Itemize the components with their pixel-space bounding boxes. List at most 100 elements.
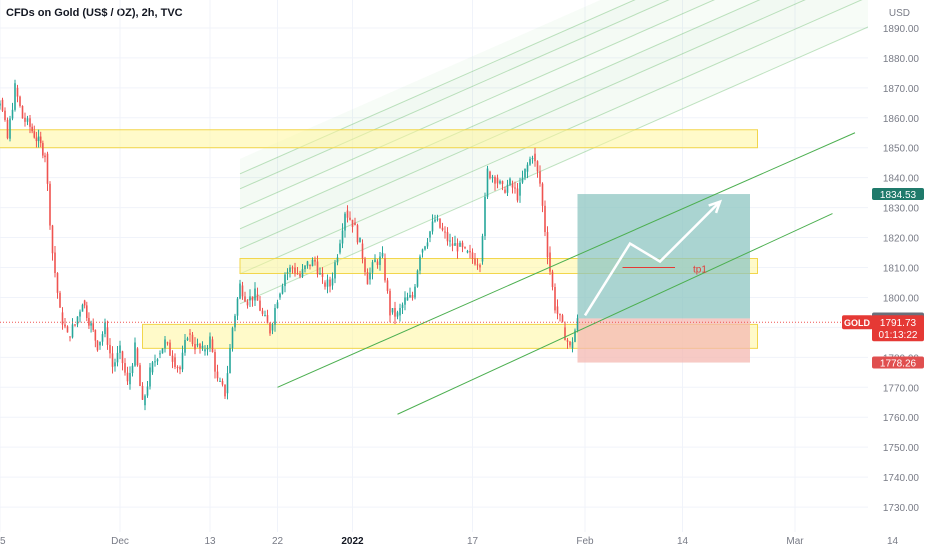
candle-body <box>376 261 379 265</box>
candle-body <box>169 342 171 356</box>
candle-body <box>546 232 549 258</box>
candle-body <box>456 243 459 252</box>
candle-body <box>411 295 414 298</box>
price-tick-label: 1820.00 <box>883 234 920 245</box>
candle-body <box>106 327 109 345</box>
candle-body <box>439 218 441 228</box>
candle-body <box>351 219 354 227</box>
candle-body <box>214 352 216 372</box>
candle-body <box>19 96 21 106</box>
candle-body <box>0 103 1 106</box>
candle-body <box>344 213 346 231</box>
fib-line <box>239 0 761 230</box>
candle-body <box>419 256 421 271</box>
candle-body <box>361 243 364 259</box>
projection-path <box>583 200 721 317</box>
candle-body <box>516 188 519 201</box>
candle-body <box>474 258 476 265</box>
candle-body <box>111 353 114 367</box>
candle-body <box>59 292 61 308</box>
candle-body <box>464 247 466 249</box>
candle-body <box>531 158 534 160</box>
candle-body <box>196 343 199 346</box>
candle-body <box>316 261 319 275</box>
candle-body <box>114 362 116 367</box>
candle-body <box>201 345 204 349</box>
candle-body <box>429 231 431 238</box>
price-tick-label: 1730.00 <box>883 503 920 514</box>
candle-body <box>81 304 84 312</box>
candle-body <box>154 361 156 363</box>
candle-body <box>176 366 179 368</box>
candle-body <box>206 347 209 350</box>
candle-body <box>296 273 299 275</box>
candle-body <box>239 283 241 299</box>
candle-body <box>309 264 311 267</box>
candle-body <box>109 344 111 354</box>
candle-body <box>286 271 289 274</box>
candle-body <box>209 336 211 348</box>
candle-body <box>279 293 281 298</box>
candle-body <box>241 285 244 297</box>
candle-body <box>31 126 33 132</box>
candle-body <box>386 280 389 291</box>
time-axis-bg <box>0 532 932 550</box>
candle-body <box>1 99 4 111</box>
fib-band <box>240 0 760 229</box>
candle-body <box>504 189 506 193</box>
candle-body <box>219 380 221 382</box>
candle-body <box>194 344 196 350</box>
candle-body <box>554 287 556 311</box>
candle-body <box>129 372 131 385</box>
candle-body <box>489 171 491 179</box>
candle-body <box>484 196 486 237</box>
projection <box>583 199 723 317</box>
candle-body <box>284 274 286 287</box>
candle-body <box>321 273 324 277</box>
candle-body <box>514 187 516 189</box>
candle-body <box>441 227 444 230</box>
candle-body <box>536 161 539 172</box>
candle-body <box>299 273 301 277</box>
candle-body <box>26 118 29 122</box>
candle-body <box>551 271 554 288</box>
countdown-label: 01:13:22 <box>879 330 918 341</box>
candle-body <box>76 316 79 325</box>
candle-body <box>491 176 494 179</box>
candle-body <box>139 365 141 386</box>
candle-body <box>174 357 176 367</box>
candle-body <box>184 340 186 353</box>
candle-body <box>99 341 101 346</box>
candle-body <box>399 307 401 316</box>
candle-body <box>289 267 291 272</box>
candle-body <box>35 137 38 142</box>
fib-line <box>239 0 806 250</box>
candle-body <box>234 315 236 328</box>
candle-body <box>256 294 259 301</box>
price-tick-label: 1840.00 <box>883 174 920 185</box>
candle-body <box>181 352 184 370</box>
candle-body <box>254 288 256 301</box>
time-tick-label: 22 <box>272 536 284 547</box>
candle-body <box>436 218 439 220</box>
candle-body <box>37 136 40 142</box>
fib-line <box>239 25 871 305</box>
candle-body <box>94 329 97 341</box>
candle-body <box>171 355 174 362</box>
candle-body <box>134 342 136 366</box>
candle-body <box>69 336 71 338</box>
candle-body <box>319 273 321 275</box>
candle-body <box>164 339 166 349</box>
candle-body <box>4 110 6 120</box>
candle-body <box>90 323 92 326</box>
candle-body <box>266 315 269 324</box>
price-tick-label: 1760.00 <box>883 413 920 424</box>
target-price-label: 1834.53 <box>880 190 917 201</box>
candle-body <box>556 306 559 314</box>
candle-body <box>446 232 449 242</box>
candle-body <box>471 252 474 259</box>
candle-body <box>42 143 44 156</box>
price-tick-label: 1850.00 <box>883 144 920 155</box>
candle-body <box>341 230 344 244</box>
